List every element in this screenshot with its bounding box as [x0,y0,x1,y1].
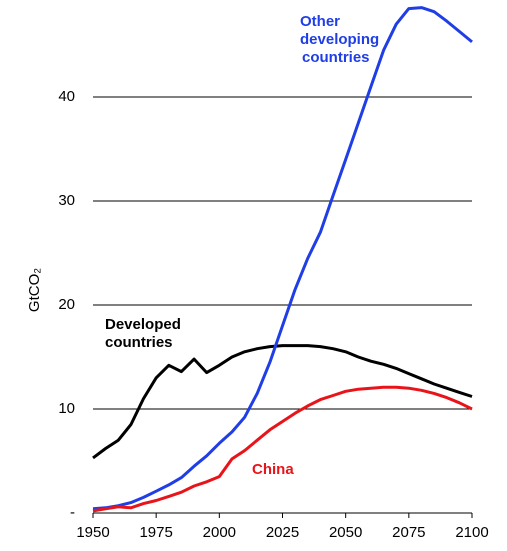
series-line [92,344,473,460]
x-tick-label: 2025 [266,524,299,541]
y-tick-label: 30 [58,192,75,209]
series-line [92,385,473,513]
series-label: China [252,461,294,478]
y-tick-label: 20 [58,296,75,313]
y-axis-label: GtCO₂ [26,268,43,312]
series-label: countries [302,49,370,66]
x-tick-label: 1950 [76,524,109,541]
series-label: Developed [105,316,181,333]
x-tick-label: 2075 [392,524,425,541]
x-tick-label: 1975 [139,524,172,541]
x-tick-label: 2100 [455,524,488,541]
series-label: countries [105,334,173,351]
series-label: developing [300,31,379,48]
series-line [92,6,473,511]
x-tick-label: 2000 [203,524,236,541]
y-tick-label: 10 [58,400,75,417]
series-label: Other [300,13,340,30]
y-tick-label: 40 [58,88,75,105]
y-tick-label: - [70,504,75,521]
x-tick-label: 2050 [329,524,362,541]
